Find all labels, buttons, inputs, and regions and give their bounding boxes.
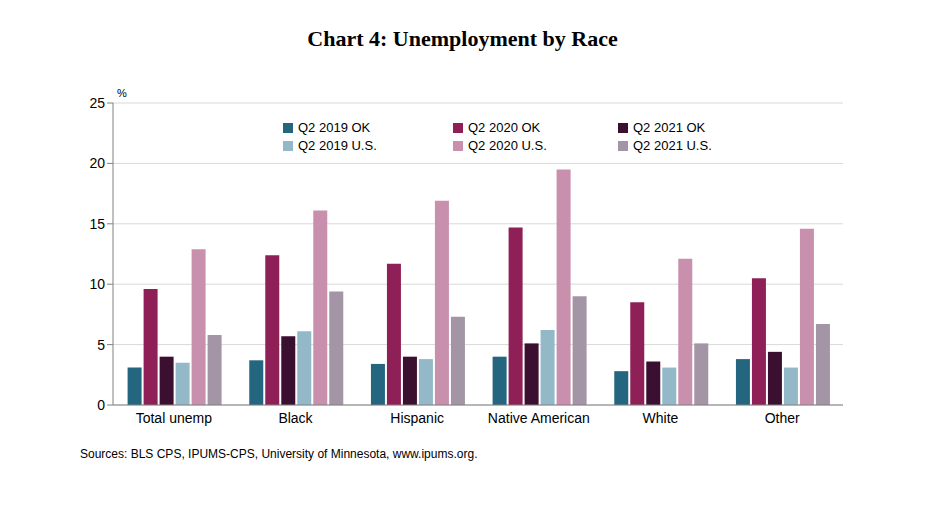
svg-text:White: White <box>643 410 679 426</box>
svg-text:Black: Black <box>278 410 313 426</box>
html-text:Sources: BLS CPS, IPUMS-CPS, U: Sources: BLS CPS, IPUMS-CPS, University … <box>80 447 478 461</box>
html-text:Q2 2021 OK: Q2 2021 OK <box>633 120 706 135</box>
html-text:Q2 2019 U.S.: Q2 2019 U.S. <box>298 138 377 153</box>
html-text:Q2 2021 U.S.: Q2 2021 U.S. <box>633 138 712 153</box>
svg-text:20: 20 <box>89 155 105 171</box>
svg-text:0: 0 <box>97 397 105 413</box>
svg-text:15: 15 <box>89 216 105 232</box>
svg-text:10: 10 <box>89 276 105 292</box>
html-text:Chart 4: Unemployment by Race: Chart 4: Unemployment by Race <box>307 26 618 51</box>
html-text:Q2 2020 U.S.: Q2 2020 U.S. <box>468 138 547 153</box>
svg-text:Other: Other <box>765 410 800 426</box>
html-text:Q2 2019 OK: Q2 2019 OK <box>298 120 371 135</box>
svg-text:5: 5 <box>97 337 105 353</box>
html-text:Q2 2020 OK: Q2 2020 OK <box>468 120 541 135</box>
svg-text:25: 25 <box>89 95 105 111</box>
svg-text:Hispanic: Hispanic <box>390 410 444 426</box>
svg-text:Native American: Native American <box>488 410 590 426</box>
svg-text:Total unemp: Total unemp <box>136 410 212 426</box>
